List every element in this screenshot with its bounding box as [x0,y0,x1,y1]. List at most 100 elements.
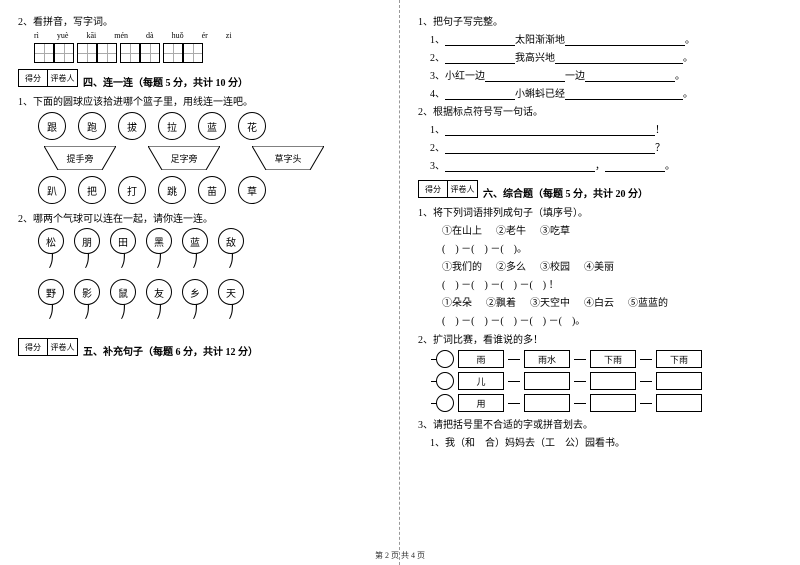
score-cell: 评卷人 [48,69,78,87]
blank[interactable] [565,34,685,46]
connector-line [640,403,652,404]
balloon: 松⎠ [38,228,64,269]
option-row: ①我们的②多么③校园④美丽 [442,258,782,273]
fill-blank-line: 3、，。 [430,157,782,172]
balloon: 鼠⎠ [110,279,136,320]
balloon-string-icon: ⎠ [218,305,244,320]
balloon: 天⎠ [218,279,244,320]
blank[interactable] [445,52,515,64]
balloon-string-icon: ⎠ [182,305,208,320]
balloon: 蓝⎠ [182,228,208,269]
word-circle: 拉 [158,112,186,140]
option-row: ①在山上 ②老牛 ③吃草 [442,222,782,237]
fill-blank-line: 1、！ [430,121,782,136]
basket-trap: 提手旁 [44,146,116,170]
ext-word[interactable] [524,372,570,390]
ext-word[interactable] [590,372,636,390]
ext-word[interactable]: 下雨 [590,350,636,368]
pinyin: zi [226,31,232,40]
word-circle: 苗 [198,176,226,204]
ext-row: 雨 雨水 下雨 下雨 [436,350,782,368]
balloon-string-icon: ⎠ [146,305,172,320]
ext-row: 儿 [436,372,782,390]
section-6-title: 六、综合题（每题 5 分，共计 20 分） [483,185,782,200]
r-q2-label: 2、根据标点符号写一句话。 [418,103,782,118]
blank[interactable] [445,88,515,100]
pinyin: mén [114,31,128,40]
balloon-row-1: 松⎠ 朋⎠ 田⎠ 黑⎠ 蓝⎠ 敌⎠ [38,228,381,269]
pinyin: huǒ [172,31,184,40]
balloon: 朋⎠ [74,228,100,269]
ext-word[interactable] [656,372,702,390]
tian-box [120,43,140,63]
blank[interactable] [445,160,595,172]
blank[interactable] [555,52,683,64]
option: ⑤蓝蓝的 [628,298,668,309]
balloon-label: 黑 [146,228,172,254]
fill-blank-line: 2、？ [430,139,782,154]
pinyin: kāi [86,31,96,40]
ext-word[interactable] [524,394,570,412]
blank[interactable] [605,160,665,172]
balloon-label: 影 [74,279,100,305]
ext-char: 儿 [458,372,504,390]
blank[interactable] [485,70,565,82]
fill-blank-line: 3、小红一边一边。 [430,67,782,82]
pinyin: dà [146,31,154,40]
option: ③校园 [540,262,570,273]
ext-word[interactable]: 下雨 [656,350,702,368]
connector-line [574,359,586,360]
connector-line [508,403,520,404]
score-cell: 评卷人 [48,338,78,356]
connector-line [640,359,652,360]
tian-box [77,43,97,63]
balloon-string-icon: ⎠ [218,254,244,269]
balloon: 影⎠ [74,279,100,320]
option: ②老牛 [496,226,526,237]
balloon-string-icon: ⎠ [38,254,64,269]
circle-row-2: 趴 把 打 跳 苗 草 [38,176,381,204]
blank[interactable] [445,124,655,136]
balloon-string-icon: ⎠ [146,254,172,269]
balloon-string-icon: ⎠ [38,305,64,320]
ext-circle [436,394,454,412]
balloon-label: 乡 [182,279,208,305]
q1-items: 1、太阳渐渐地。2、我高兴地。3、小红一边一边。4、小蝌蚪已经。 [418,31,782,100]
balloon-row-2: 野⎠ 影⎠ 鼠⎠ 友⎠ 乡⎠ 天⎠ [38,279,381,320]
pinyin: ér [202,31,208,40]
blank[interactable] [565,88,683,100]
page-footer: 第 2 页 共 4 页 [0,550,800,561]
balloon: 黑⎠ [146,228,172,269]
ext-row: 用 [436,394,782,412]
ext-rows: 雨 雨水 下雨 下雨儿用 [418,350,782,412]
word-circle: 趴 [38,176,66,204]
connector-line [574,381,586,382]
word-circle: 打 [118,176,146,204]
tian-box [140,43,160,63]
pinyin: rì [34,31,39,40]
basket-trap: 足字旁 [148,146,220,170]
option: ④美丽 [584,262,614,273]
sec6-q2: 2、扩词比赛，看谁说的多！ [418,331,782,346]
option: ①我们的 [442,262,482,273]
ext-word[interactable] [656,394,702,412]
word-circle: 跟 [38,112,66,140]
ext-circle [436,372,454,390]
blank[interactable] [585,70,675,82]
balloon-label: 天 [218,279,244,305]
ext-char: 雨 [458,350,504,368]
sec6-q1: 1、将下列词语排列成句子（填序号）。 [418,204,782,219]
pattern-row: ( ) －( ) －( )。 [442,240,782,255]
blank[interactable] [445,34,515,46]
balloon-string-icon: ⎠ [110,305,136,320]
option: ②飘着 [486,298,516,309]
sec6-q3-line: 1、我（和 合）妈妈去（工 公）园看书。 [430,434,782,449]
left-column: 2、看拼音，写字词。 rì yuè kāi mén dà huǒ ér zi 得… [0,0,400,565]
blank[interactable] [445,142,655,154]
fill-blank-line: 2、我高兴地。 [430,49,782,64]
balloon: 乡⎠ [182,279,208,320]
option: ③吃草 [540,226,570,237]
ext-word[interactable]: 雨水 [524,350,570,368]
ext-word[interactable] [590,394,636,412]
option: ①在山上 [442,226,482,237]
